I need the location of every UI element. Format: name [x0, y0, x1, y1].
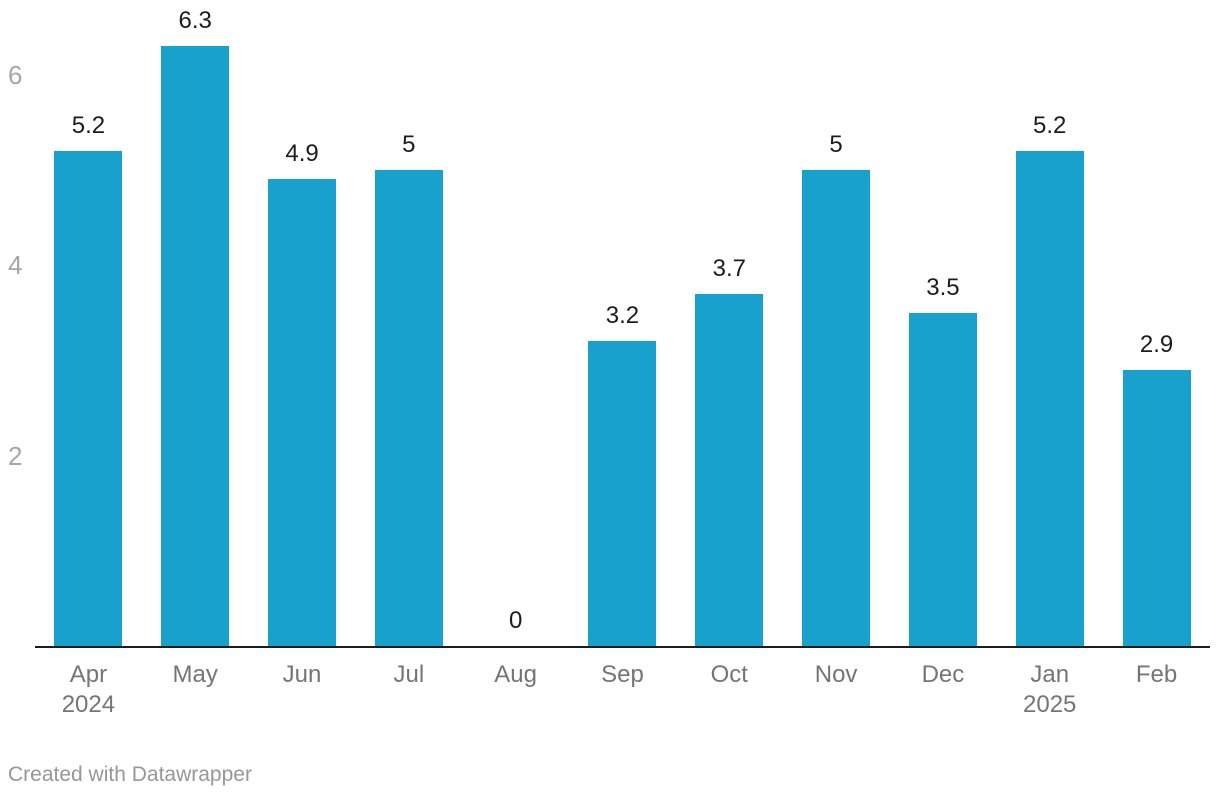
bar-value-label: 5.2 [1033, 112, 1067, 139]
x-axis-month: Jul [393, 661, 425, 688]
bar-group-oct: 3.7 [676, 0, 783, 646]
bar-sep[interactable] [588, 341, 657, 646]
x-axis-month: Sep [601, 661, 644, 688]
bar-oct[interactable] [695, 294, 764, 646]
bar-group-nov: 5 [783, 0, 890, 646]
bar-nov[interactable] [802, 170, 871, 646]
x-axis-label-jan: Jan 2025 [996, 660, 1103, 720]
bar-apr[interactable] [54, 151, 123, 646]
x-axis-label-dec: Dec [890, 660, 997, 720]
x-axis-month: Aug [494, 661, 537, 688]
x-axis-label-may: May [142, 660, 249, 720]
bar-dec[interactable] [908, 313, 977, 646]
bar-value-label: 5.2 [71, 112, 106, 139]
bar-group-aug: 0 [462, 0, 569, 646]
x-axis-label-nov: Nov [783, 660, 890, 720]
x-axis-year: 2024 [61, 691, 116, 718]
bar-may[interactable] [161, 46, 230, 646]
x-axis-label-jun: Jun [249, 660, 356, 720]
x-axis-month: Oct [710, 661, 748, 688]
bar-value-label: 3.5 [926, 274, 960, 301]
x-axis-month: Feb [1135, 661, 1178, 688]
bar-group-sep: 3.2 [569, 0, 676, 646]
bar-value-label: 3.2 [605, 302, 640, 329]
x-axis-label-oct: Oct [676, 660, 783, 720]
bar-group-may: 6.3 [142, 0, 249, 646]
bar-jun[interactable] [268, 179, 337, 646]
datawrapper-credit-link[interactable]: Created with Datawrapper [8, 763, 252, 786]
plot-area: 5.2 6.3 4.9 5 0 3.2 3.7 5 3.5 5.2 2.9 [35, 0, 1210, 648]
y-axis-tick-label: 2 [8, 441, 23, 471]
x-axis-year: 2025 [1023, 691, 1077, 718]
bar-value-label: 3.7 [712, 255, 746, 282]
x-axis: Apr 2024 May Jun Jul Aug Sep Oct Nov Dec Jan 2025 Fe… [35, 660, 1210, 720]
y-axis-tick-label: 6 [8, 60, 23, 90]
x-axis-month: Nov [814, 661, 858, 688]
y-axis: 2 4 6 [0, 0, 35, 646]
bar-value-label: 5 [829, 131, 843, 158]
bar-jan[interactable] [1015, 151, 1084, 646]
bar-group-apr: 5.2 [35, 0, 142, 646]
bar-value-label: 5 [402, 131, 416, 158]
bar-jul[interactable] [374, 170, 443, 646]
bar-value-label: 6.3 [178, 7, 212, 34]
x-axis-month: Dec [921, 661, 965, 688]
x-axis-label-jul: Jul [355, 660, 462, 720]
x-axis-month: Apr [69, 661, 108, 688]
x-axis-label-sep: Sep [569, 660, 676, 720]
bar-group-feb: 2.9 [1103, 0, 1210, 646]
x-axis-label-apr: Apr 2024 [35, 660, 142, 720]
x-axis-month: Jan [1030, 661, 1070, 688]
x-axis-label-feb: Feb [1103, 660, 1210, 720]
x-axis-month: Jun [282, 661, 322, 688]
y-axis-tick-label: 4 [8, 250, 23, 280]
bar-group-dec: 3.5 [890, 0, 997, 646]
bar-value-label: 2.9 [1139, 331, 1174, 358]
bar-feb[interactable] [1122, 370, 1191, 646]
bar-group-jul: 5 [355, 0, 462, 646]
bar-group-jun: 4.9 [249, 0, 356, 646]
x-axis-month: May [172, 661, 218, 688]
bar-group-jan: 5.2 [996, 0, 1103, 646]
bar-value-label: 0 [508, 607, 523, 634]
x-axis-label-aug: Aug [462, 660, 569, 720]
bar-value-label: 4.9 [285, 140, 319, 167]
